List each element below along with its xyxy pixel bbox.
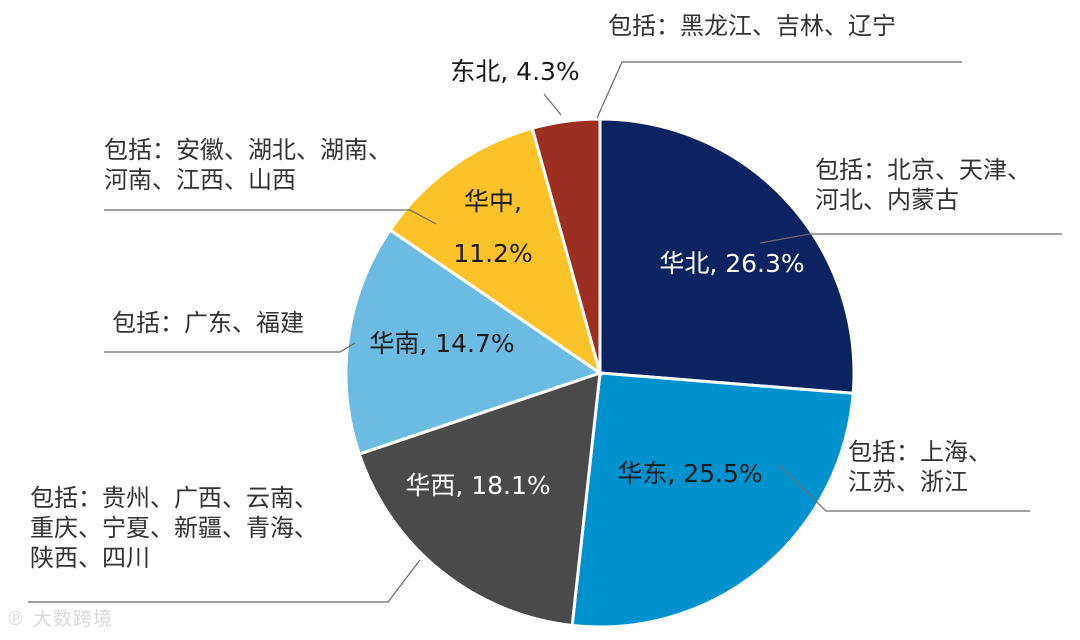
watermark: ℗ 大数跨境 [6, 604, 113, 631]
leader-line [759, 233, 1062, 244]
pie-slice-dongbei [530, 117, 602, 374]
note-huaxi: 包括：贵州、广西、云南、重庆、宁夏、新疆、青海、陕西、四川 [30, 484, 318, 572]
pie-slice-huabei [598, 117, 856, 395]
note-huazhong: 包括：安徽、湖北、湖南、河南、江西、山西 [104, 136, 392, 194]
slice-label-huaxi: 华西, 18.1% [405, 471, 550, 500]
leader-line [104, 209, 437, 225]
slice-label-huadong: 华东, 25.5% [617, 459, 762, 488]
leader-line [543, 93, 562, 116]
leader-line [104, 342, 356, 353]
leader-line [777, 464, 1030, 512]
note-huadong: 包括：上海、江苏、浙江 [848, 438, 992, 496]
slice-label-dongbei: 东北, 4.3% [450, 57, 579, 86]
pie-slice-huaxi [357, 370, 602, 628]
pie-slice-huazhong [387, 126, 603, 377]
region-notes: 包括：北京、天津、河北、内蒙古包括：上海、江苏、浙江包括：贵州、广西、云南、重庆… [30, 12, 1031, 572]
leader-line [596, 61, 962, 119]
pie-slice-huadong [570, 371, 855, 629]
leader-line [28, 559, 421, 603]
note-dongbei: 包括：黑龙江、吉林、辽宁 [608, 12, 896, 40]
leader-lines [28, 61, 1062, 603]
pie-slices [344, 117, 856, 629]
note-huanan: 包括：广东、福建 [112, 309, 304, 337]
slice-labels: 华北, 26.3% 华东, 25.5% 华西, 18.1% 华南, 14.7% 华中, 1… [369, 57, 804, 500]
watermark-logo-icon: ℗ [6, 608, 26, 630]
slice-label-huazhong: 华中, 11.2% [453, 187, 532, 268]
note-huabei: 包括：北京、天津、河北、内蒙古 [815, 156, 1031, 214]
watermark-text: 大数跨境 [33, 608, 114, 630]
slice-label-huabei: 华北, 26.3% [659, 249, 804, 278]
slice-label-huanan: 华南, 14.7% [369, 329, 514, 358]
pie-slice-huanan [344, 227, 604, 456]
